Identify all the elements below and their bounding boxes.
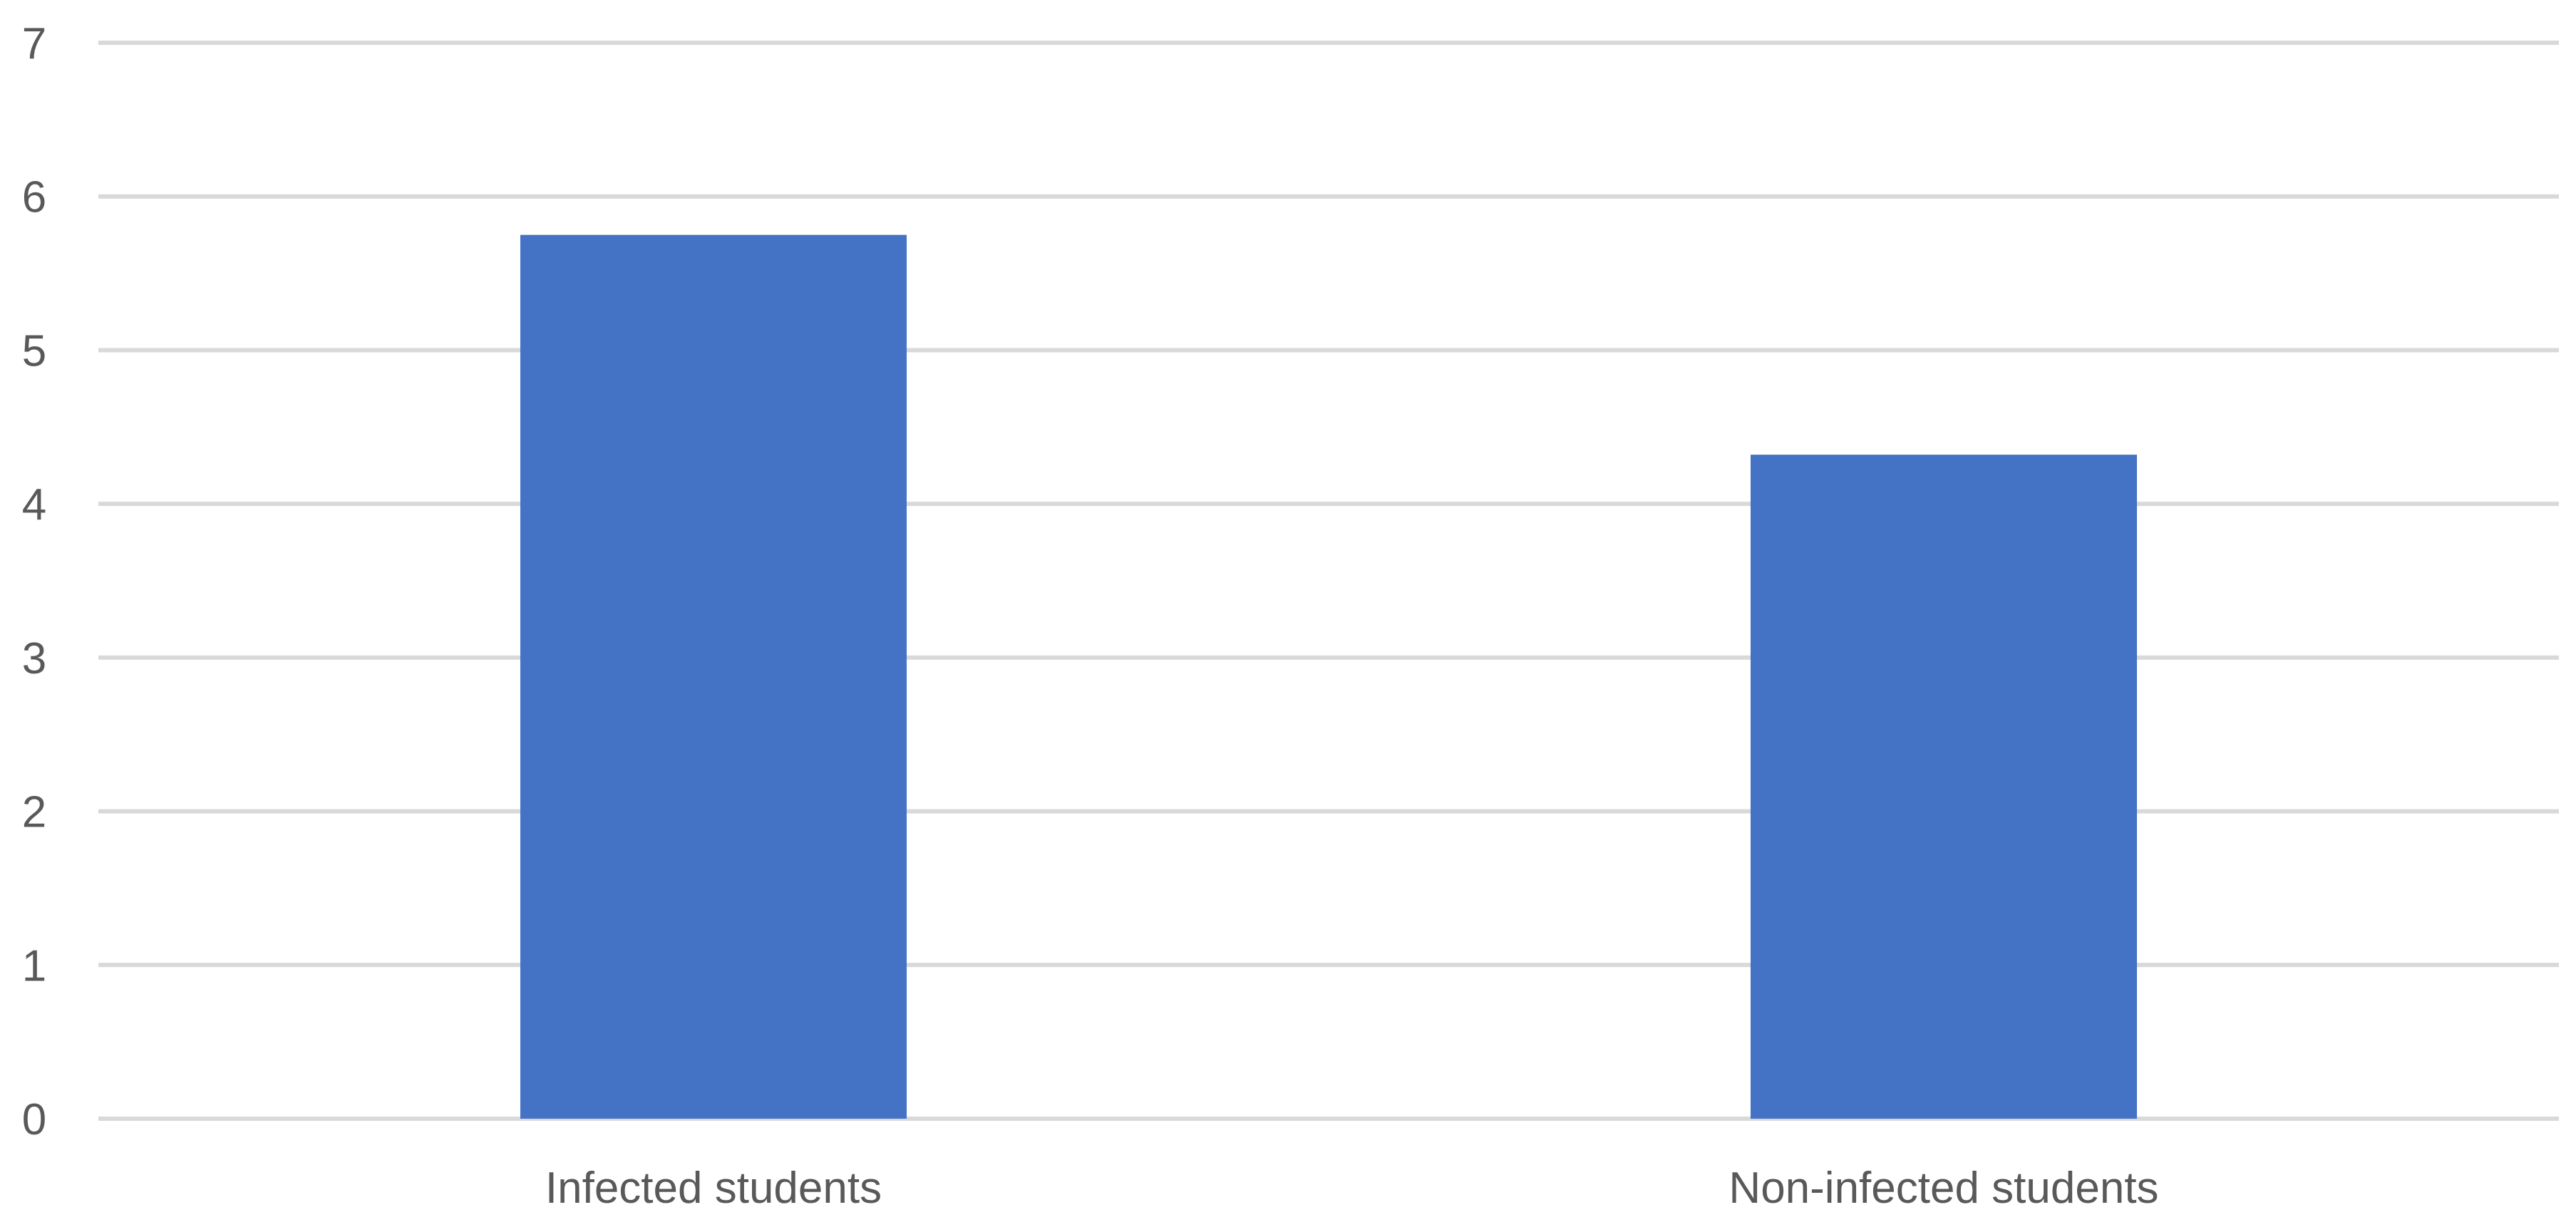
y-tick-label-7: 7: [22, 19, 46, 68]
bar-non-infected-students: [1751, 455, 2137, 1119]
y-tick-label-4: 4: [22, 480, 46, 529]
y-tick-label-6: 6: [22, 173, 46, 222]
y-tick-label-0: 0: [22, 1095, 46, 1144]
y-tick-label-5: 5: [22, 326, 46, 376]
y-tick-label-3: 3: [22, 634, 46, 683]
y-tick-label-1: 1: [22, 941, 46, 990]
x-category-label-2: Non-infected students: [1729, 1164, 2158, 1213]
gridlines: [98, 41, 2559, 1121]
y-axis-tick-labels: 0 1 2 3 4 5 6 7: [22, 19, 46, 1144]
y-tick-label-2: 2: [22, 788, 46, 837]
bar-infected-students: [520, 234, 907, 1119]
bars: [520, 234, 2137, 1119]
x-category-label-1: Infected students: [545, 1164, 882, 1213]
x-axis-category-labels: Infected students Non-infected students: [545, 1164, 2159, 1213]
